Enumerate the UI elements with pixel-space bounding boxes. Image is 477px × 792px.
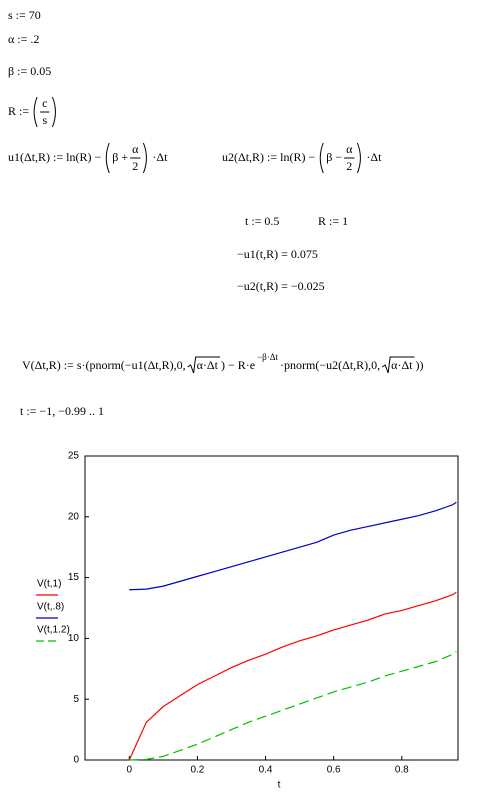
y-tick-label: 20 <box>68 511 80 522</box>
superscript: −β·Δt <box>257 352 278 362</box>
parenthesis <box>142 142 147 174</box>
s-definition: s := 70 <box>8 8 41 22</box>
parenthesis <box>51 96 56 128</box>
y-tick-label: 10 <box>68 633 80 644</box>
denominator: 2 <box>132 159 138 173</box>
math-text: u2(Δt,R) := ln(R) − <box>222 150 315 164</box>
denominator: 2 <box>346 159 352 173</box>
legend-label: V(t,.8) <box>37 602 64 613</box>
numerator: α <box>132 142 139 156</box>
numerator: α <box>346 142 353 156</box>
radical <box>187 356 220 374</box>
result-2: −u2(t,R) = −0.025 <box>237 279 325 293</box>
alpha-definition: α := .2 <box>8 32 39 46</box>
parenthesis <box>105 142 110 174</box>
x-tick-label: 0.8 <box>395 765 409 776</box>
legend-label: V(t,1) <box>37 579 61 590</box>
parenthesis <box>33 96 38 128</box>
x-tick-label: 0 <box>127 765 133 776</box>
math-text: ·Δt <box>366 150 382 164</box>
series-line <box>129 501 457 591</box>
radical <box>381 356 415 374</box>
legend-label: V(t,1.2) <box>37 625 70 636</box>
math-text: β − <box>326 150 342 164</box>
result-1: −u1(t,R) = 0.075 <box>237 247 318 261</box>
math-text: R := <box>8 104 29 118</box>
math-text: ·Δt <box>152 150 168 164</box>
x-tick-label: 0.6 <box>327 765 341 776</box>
series-line <box>129 651 457 761</box>
math-text: ) − R·e <box>221 358 255 372</box>
y-tick-label: 0 <box>73 755 79 766</box>
math-text: )) <box>416 358 424 372</box>
denominator: s <box>42 113 47 127</box>
t-range: t := −1, −0.99 .. 1 <box>20 404 104 418</box>
y-tick-label: 25 <box>68 451 80 462</box>
t-definition: t := 0.5 <box>245 214 279 228</box>
radicand: α·Δt <box>197 358 219 372</box>
math-text: β + <box>112 150 128 164</box>
math-text: V(Δt,R) := s·(pnorm(−u1(Δt,R),0, <box>22 358 186 372</box>
parenthesis <box>356 142 361 174</box>
radicand: α·Δt <box>391 358 413 372</box>
beta-definition: β := 0.05 <box>8 64 51 78</box>
x-axis-label: t <box>278 780 281 791</box>
plot-frame <box>84 455 459 761</box>
x-tick-label: 0.2 <box>190 765 204 776</box>
math-text: ·pnorm(−u2(Δt,R),0, <box>280 358 380 372</box>
y-tick-label: 15 <box>68 572 80 583</box>
parenthesis <box>319 142 324 174</box>
numerator: c <box>42 96 47 110</box>
series-line <box>128 591 457 761</box>
R-value: R := 1 <box>318 214 348 228</box>
y-tick-label: 5 <box>73 694 79 705</box>
x-tick-label: 0.4 <box>259 765 273 776</box>
math-text: u1(Δt,R) := ln(R) − <box>8 150 101 164</box>
